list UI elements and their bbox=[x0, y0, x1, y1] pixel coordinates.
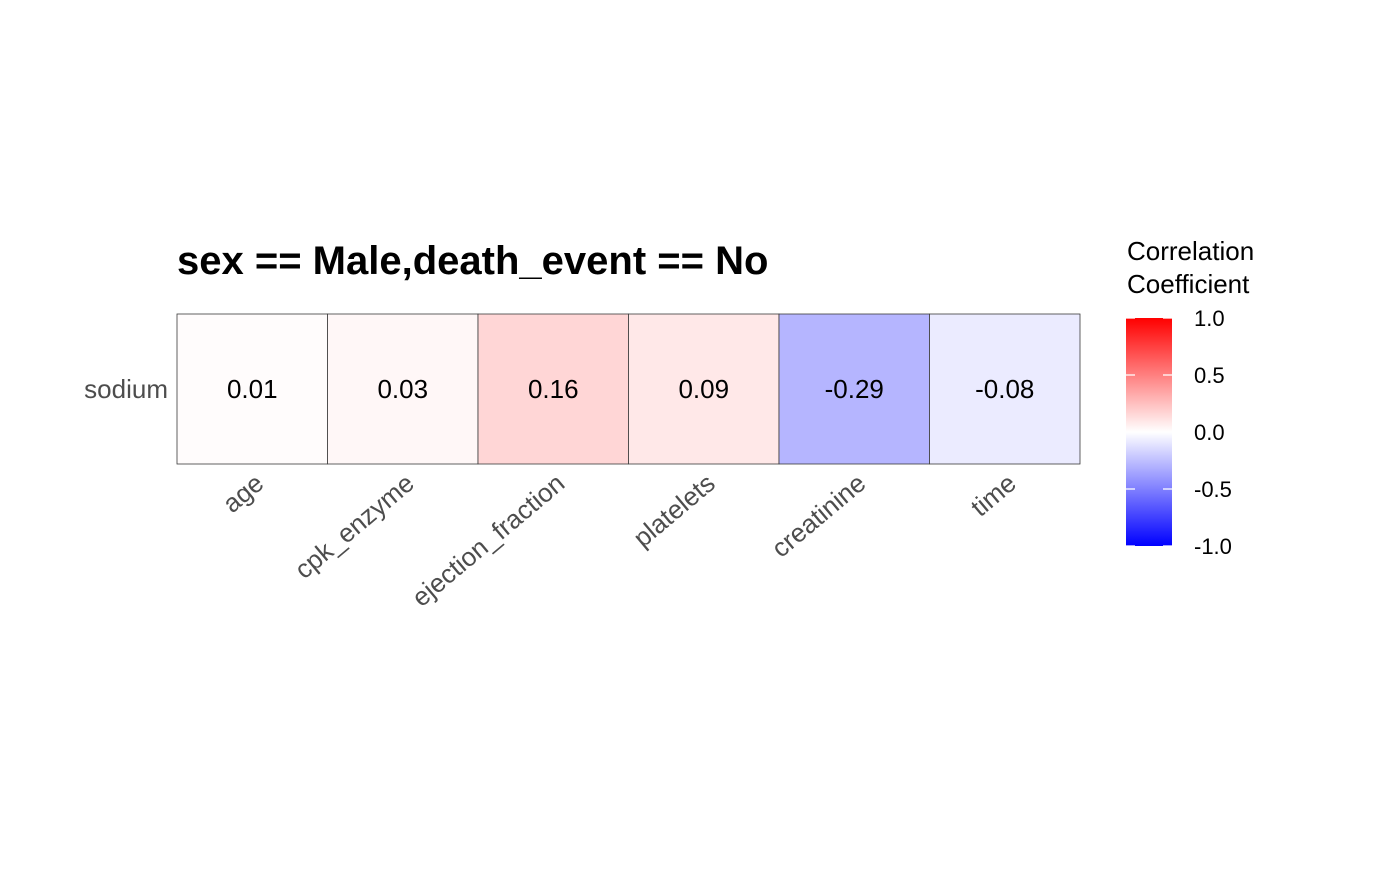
cell-value-label: 0.16 bbox=[528, 374, 579, 404]
column-label: cpk_enzyme bbox=[289, 468, 420, 585]
cell-value-label: 0.01 bbox=[227, 374, 278, 404]
heatmap-cell bbox=[929, 313, 1081, 465]
column-label: time bbox=[965, 468, 1022, 523]
column-label: platelets bbox=[627, 468, 720, 553]
legend-tick-label: 0.5 bbox=[1194, 363, 1225, 388]
legend-tick-label: -1.0 bbox=[1194, 534, 1232, 559]
row-label: sodium bbox=[84, 374, 168, 404]
column-label: creatinine bbox=[766, 468, 872, 563]
heatmap-cell bbox=[477, 313, 629, 465]
column-label: age bbox=[217, 468, 270, 519]
cell-value-label: 0.03 bbox=[377, 374, 428, 404]
heatmap-cell bbox=[176, 313, 328, 465]
heatmap-cell bbox=[628, 313, 780, 465]
cell-value-label: -0.08 bbox=[975, 374, 1034, 404]
legend-title-line: Coefficient bbox=[1127, 269, 1250, 299]
legend-title-line: Correlation bbox=[1127, 236, 1254, 266]
cell-value-label: -0.29 bbox=[825, 374, 884, 404]
cell-value-label: 0.09 bbox=[678, 374, 729, 404]
heatmap-cell bbox=[327, 313, 479, 465]
heatmap-cell bbox=[778, 313, 930, 465]
column-label: ejection_fraction bbox=[406, 468, 570, 613]
chart-title: sex == Male,death_event == No bbox=[177, 239, 768, 283]
legend-tick-label: 1.0 bbox=[1194, 306, 1225, 331]
legend-tick-label: -0.5 bbox=[1194, 477, 1232, 502]
heatmap-cells bbox=[176, 313, 1081, 465]
legend-tick-label: 0.0 bbox=[1194, 420, 1225, 445]
